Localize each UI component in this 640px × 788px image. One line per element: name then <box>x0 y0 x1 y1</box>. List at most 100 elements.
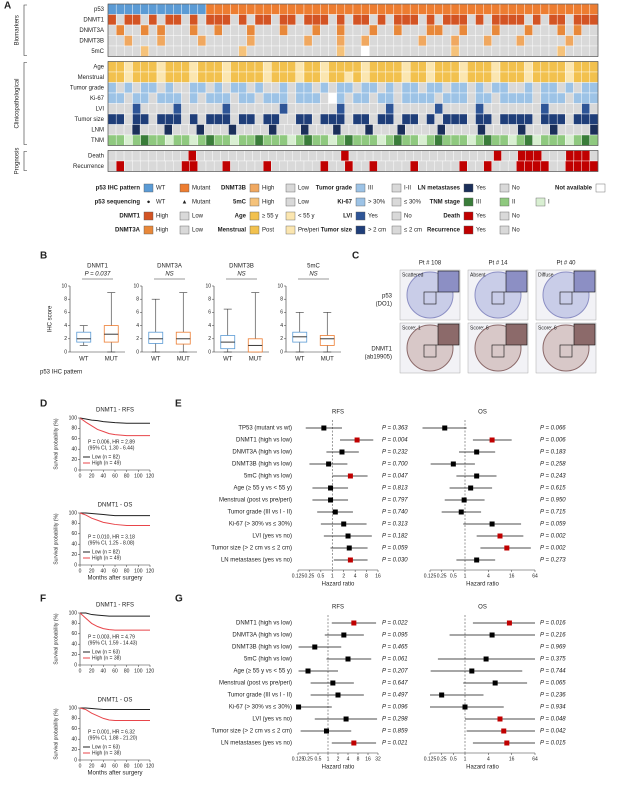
inset <box>437 323 460 346</box>
heatmap-cell <box>156 24 166 36</box>
heatmap-cell <box>467 134 476 146</box>
heatmap-cell <box>197 3 207 15</box>
heatmap-cell <box>173 71 182 83</box>
heatmap-cell <box>303 92 313 104</box>
legend-swatch <box>355 183 366 193</box>
heatmap-cell <box>238 82 248 94</box>
row-label: Tumor size <box>75 117 105 123</box>
heatmap-cell <box>236 150 245 162</box>
heatmap-cell <box>485 124 494 136</box>
x-tick-label: 32 <box>375 756 381 762</box>
annotation: P = 0.037 <box>85 272 111 278</box>
heatmap-cell <box>532 45 542 57</box>
heatmap-cell <box>230 61 239 73</box>
heatmap-cell <box>434 45 444 57</box>
heatmap-cell <box>238 3 248 15</box>
heatmap-cell <box>262 103 272 115</box>
legend-text: No <box>512 186 520 192</box>
heatmap-cell <box>197 103 207 115</box>
heatmap-cell <box>581 61 591 73</box>
variable-label: Tumor grade (III vs I - II) <box>228 510 292 516</box>
p-value: P = 0.207 <box>382 669 408 675</box>
p-value: P = 0.065 <box>540 681 566 687</box>
p-value: P = 0.095 <box>382 633 408 639</box>
heatmap-cell <box>254 3 264 15</box>
heatmap-cell <box>499 82 509 94</box>
heatmap-cell <box>213 35 223 47</box>
axis-title: Months after surgery <box>87 576 142 582</box>
heatmap-cell <box>426 82 435 94</box>
heatmap-cell <box>262 14 272 26</box>
heatmap-cell <box>409 113 419 125</box>
x-tick-label: 0 <box>79 568 82 574</box>
heatmap-cell <box>589 103 599 115</box>
y-tick-label: 20 <box>71 457 77 463</box>
heatmap-cell <box>385 92 395 104</box>
heatmap-cell <box>493 124 502 136</box>
legend-title: Menstrual <box>218 228 247 234</box>
y-tick-label: 60 <box>71 726 77 732</box>
heatmap-cell <box>548 113 558 125</box>
heatmap-cell <box>344 35 354 47</box>
heatmap-cell <box>107 150 117 162</box>
y-tick-label: 40 <box>71 737 77 743</box>
heatmap-cell <box>369 134 378 146</box>
heatmap-cell <box>148 61 158 73</box>
heatmap-cell <box>426 160 435 172</box>
heatmap-cell <box>328 24 337 36</box>
variable-label: DNMT3A (high vs low) <box>232 633 292 639</box>
heatmap-cell <box>516 71 525 83</box>
heatmap-cell <box>189 92 199 104</box>
heatmap-cell <box>499 113 509 125</box>
heatmap-cell <box>548 71 558 83</box>
y-tick-label: 0 <box>280 349 283 355</box>
heatmap-cell <box>213 82 223 94</box>
heatmap-cell <box>377 160 386 172</box>
heatmap-cell <box>540 113 550 125</box>
heatmap-cell <box>589 24 599 36</box>
heatmap-cell <box>254 14 264 26</box>
heatmap-cell <box>164 160 174 172</box>
heatmap-cell <box>271 14 280 26</box>
legend-text: Yes <box>368 214 378 220</box>
heatmap-cell <box>517 150 526 162</box>
heatmap-cell <box>556 134 566 146</box>
heatmap-cell <box>477 150 486 162</box>
heatmap-cell <box>388 150 398 162</box>
row-label: LVI <box>95 106 104 112</box>
heatmap-cell <box>507 3 517 15</box>
heatmap-cell <box>548 14 558 26</box>
heatmap-cell <box>197 92 207 104</box>
heatmap-cell <box>173 3 182 15</box>
heatmap-cell <box>483 45 493 57</box>
heatmap-cell <box>475 24 484 36</box>
x-tick-label: 0.125 <box>292 573 305 579</box>
heatmap-cell <box>469 150 478 162</box>
variable-label: Menstrual (post vs pre/peri) <box>219 681 292 687</box>
heatmap-cell <box>197 82 207 94</box>
heatmap-cell <box>268 124 277 136</box>
heatmap-cell <box>475 45 484 57</box>
variable-label: Ki-67 (> 30% vs ≤ 30%) <box>229 522 292 528</box>
y-tick-label: 0 <box>208 349 211 355</box>
heatmap-cell <box>499 92 509 104</box>
heatmap-cell <box>434 82 444 94</box>
heatmap-cell <box>475 92 484 104</box>
row-label: 5mC <box>91 49 104 55</box>
heatmap-cell <box>360 3 370 15</box>
heatmap-cell <box>164 24 174 36</box>
heatmap-cell <box>418 134 427 146</box>
hazard-ratio <box>345 656 351 662</box>
heatmap-cell <box>450 134 460 146</box>
heatmap-cell <box>434 14 444 26</box>
heatmap-cell <box>589 82 599 94</box>
heatmap-cell <box>320 160 329 172</box>
p-value: P = 0.004 <box>382 438 408 444</box>
legend-title: Recurrence <box>427 228 461 234</box>
heatmap-cell <box>352 3 362 15</box>
heatmap-cell <box>132 82 141 94</box>
legend-swatch <box>499 211 510 221</box>
x-tick-label: 40 <box>101 473 107 479</box>
heatmap-cell <box>140 61 150 73</box>
heatmap-cell <box>311 103 321 115</box>
